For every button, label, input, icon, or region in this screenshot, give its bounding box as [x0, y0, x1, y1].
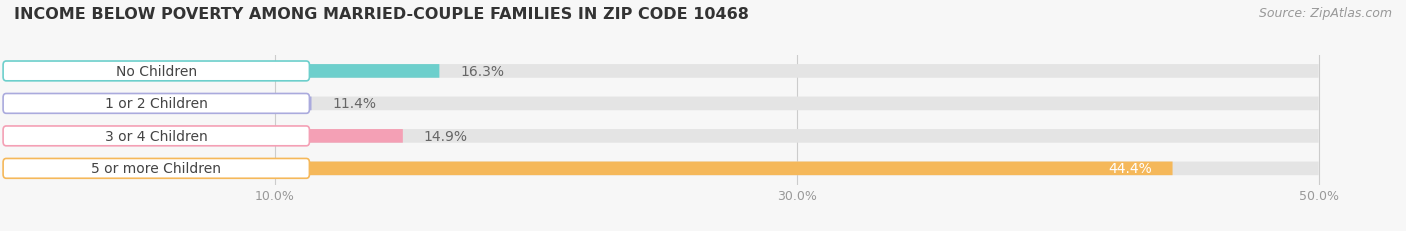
FancyBboxPatch shape	[3, 62, 309, 82]
FancyBboxPatch shape	[3, 94, 309, 114]
FancyBboxPatch shape	[14, 65, 1319, 78]
FancyBboxPatch shape	[14, 97, 312, 111]
Text: 16.3%: 16.3%	[460, 65, 505, 79]
Text: Source: ZipAtlas.com: Source: ZipAtlas.com	[1258, 7, 1392, 20]
Text: No Children: No Children	[115, 65, 197, 79]
Text: 14.9%: 14.9%	[423, 129, 468, 143]
FancyBboxPatch shape	[3, 159, 309, 179]
FancyBboxPatch shape	[14, 162, 1319, 175]
Text: 44.4%: 44.4%	[1108, 162, 1152, 176]
Text: 3 or 4 Children: 3 or 4 Children	[105, 129, 208, 143]
FancyBboxPatch shape	[14, 65, 439, 78]
FancyBboxPatch shape	[14, 162, 1173, 175]
Text: INCOME BELOW POVERTY AMONG MARRIED-COUPLE FAMILIES IN ZIP CODE 10468: INCOME BELOW POVERTY AMONG MARRIED-COUPL…	[14, 7, 749, 22]
Text: 5 or more Children: 5 or more Children	[91, 162, 221, 176]
Text: 1 or 2 Children: 1 or 2 Children	[105, 97, 208, 111]
FancyBboxPatch shape	[3, 126, 309, 146]
FancyBboxPatch shape	[14, 130, 404, 143]
FancyBboxPatch shape	[14, 130, 1319, 143]
Text: 11.4%: 11.4%	[332, 97, 377, 111]
FancyBboxPatch shape	[14, 97, 1319, 111]
